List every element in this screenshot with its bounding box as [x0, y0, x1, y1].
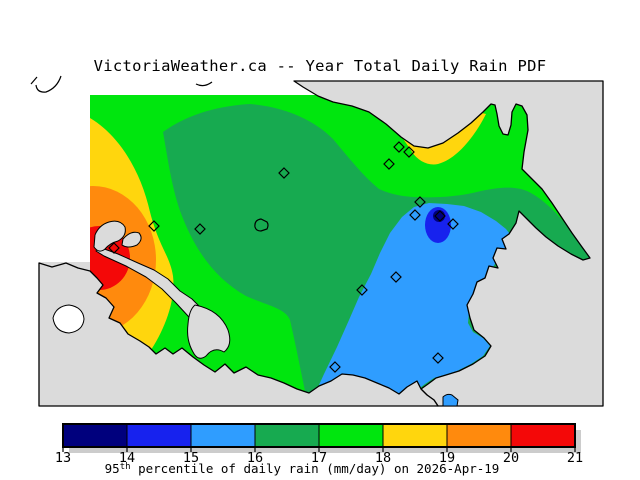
colorbar-tick-label: 15 — [183, 450, 199, 466]
island-arcs — [30, 75, 269, 232]
islet-arc-1 — [30, 76, 38, 85]
inlet-finger-west — [93, 220, 126, 252]
lake-outline-central — [254, 218, 269, 232]
station-diamond-icon — [432, 352, 444, 364]
colorbar-tick-label: 16 — [247, 450, 263, 466]
harbour-blob — [187, 304, 231, 359]
coastlines — [38, 80, 604, 407]
land-south — [38, 262, 439, 407]
colorbar-tick-label: 17 — [311, 450, 327, 466]
station-markers — [108, 141, 459, 373]
colorbar-segment — [446, 423, 512, 448]
ocean-water — [39, 81, 316, 262]
caption-superscript: th — [120, 462, 131, 472]
colorbar-tick-label: 13 — [55, 450, 71, 466]
colorbar-segment — [62, 423, 128, 448]
station-diamond-icon — [108, 242, 120, 254]
colorbar-tick-label: 21 — [567, 450, 583, 466]
station-diamond-icon — [148, 220, 160, 232]
contour-region-15-16 — [313, 203, 513, 400]
colorbar-segment — [318, 423, 384, 448]
colorbar: 13 14 15 16 17 18 19 20 21 — [55, 423, 583, 466]
colorbar-segment — [382, 423, 448, 448]
inlet-finger-east — [121, 231, 142, 248]
caption-base: 95 — [105, 461, 120, 476]
station-diamond-icon — [434, 210, 446, 222]
station-diamond-icon — [447, 218, 459, 230]
lake-southwest — [52, 304, 85, 334]
colorbar-tick-label: 18 — [375, 450, 391, 466]
colorbar-segment — [190, 423, 256, 448]
station-diamond-icon — [403, 146, 415, 158]
colorbar-segment — [126, 423, 192, 448]
station-diamond-icon — [414, 196, 426, 208]
station-diamond-icon — [356, 284, 368, 296]
station-diamond-icon — [393, 141, 405, 153]
island-south — [442, 393, 459, 407]
islet-arc-3 — [195, 81, 213, 87]
islet-arc-2 — [35, 75, 62, 93]
colorbar-tick-label: 20 — [503, 450, 519, 466]
colorbar-tick-label: 19 — [439, 450, 455, 466]
land-east — [293, 80, 604, 407]
colorbar-segment — [510, 423, 576, 448]
colorbar-segment — [254, 423, 320, 448]
station-diamond-icon — [194, 223, 206, 235]
caption-rest: percentile of daily rain (mm/day) on 202… — [131, 461, 500, 476]
station-diamond-icon — [278, 167, 290, 179]
station-diamond-icon — [390, 271, 402, 283]
chart-title: VictoriaWeather.ca -- Year Total Daily R… — [94, 57, 547, 75]
colorbar-tick-label: 14 — [119, 450, 135, 466]
station-diamond-icon — [409, 209, 421, 221]
station-diamond-icon — [329, 361, 341, 373]
station-diamond-icon — [383, 158, 395, 170]
colorbar-caption: 95th percentile of daily rain (mm/day) o… — [105, 461, 500, 476]
